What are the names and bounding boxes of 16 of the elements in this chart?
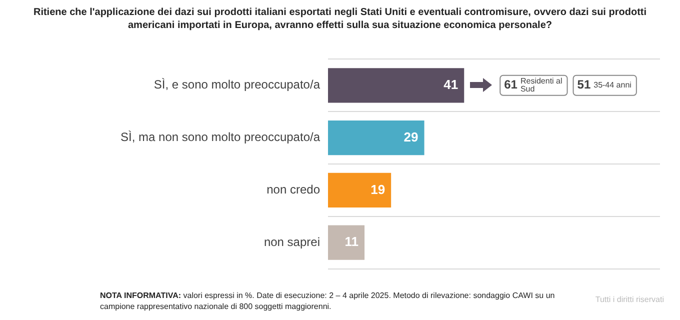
- data-label: 41: [444, 76, 458, 92]
- data-label: 29: [404, 129, 418, 144]
- y-tick-label: SÌ, e sono molto preoccupato/a: [154, 78, 320, 92]
- data-label: 11: [344, 234, 359, 250]
- text: NOTA INFORMATIVA: valori espressi in %. Date di esecuzione: 2 – 4 aprile 2025. Metodo di rilevazione: sondaggio CAWI su un campione rappresentativo nazionale di 800 soggetti maggiorenni.: [100, 290, 556, 312]
- bar: [328, 68, 464, 103]
- chart-title: Ritiene che l'applicazione dei dazi sui prodotti italiani esportati negli Stati Uniti e eventuali contromisure, ovvero dazi sui prodotti americani importati in Europa, avranno effetti sulla sua situazione economica personale?: [32, 6, 648, 32]
- text: Tutti i diritti riservati: [595, 295, 664, 304]
- y-tick-label: non credo: [266, 182, 320, 197]
- bar: [328, 120, 424, 156]
- bar: [328, 172, 392, 208]
- annotation: 51 35-44 anni: [577, 78, 632, 92]
- bar: [328, 225, 365, 260]
- y-tick-label: SÌ, ma non sono molto preoccupato/a: [120, 130, 320, 144]
- data-label: 19: [370, 182, 386, 197]
- y-tick-label: non saprei: [264, 234, 320, 249]
